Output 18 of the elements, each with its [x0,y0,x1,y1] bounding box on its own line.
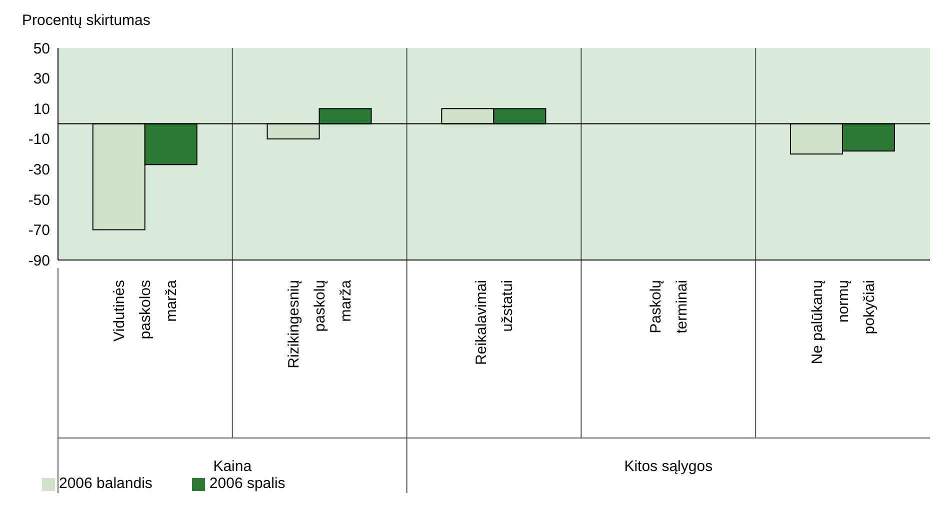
y-tick-label: 30 [33,70,50,88]
text: Kitos sąlygos [623,458,714,475]
y-tick-label: -10 [28,131,50,148]
y-tick-label: -50 [28,192,50,209]
x-tick-label: Vidutinės paskolos marža [111,279,180,342]
y-tick-label: -70 [28,222,50,240]
text: Kaina [212,458,253,475]
legend-label: 2006 spalis [209,475,286,492]
x-tick-label: Reikalavimai užstatui [473,280,516,366]
x-tick-label: Rizikingesnių paskolų marža [286,279,355,368]
y-axis-title: Procentų skirtumas [22,12,150,29]
y-tick-label: 50 [33,40,50,58]
y-tick-label: -90 [28,252,50,270]
y-tick-label: -30 [28,161,50,178]
legend-label: 2006 balandis [59,475,152,492]
x-tick-label: Paskolų terminai [647,280,690,334]
x-tick-label: Ne palūkanų normų pokyčiai [808,280,878,364]
y-tick-label: 10 [33,100,50,118]
